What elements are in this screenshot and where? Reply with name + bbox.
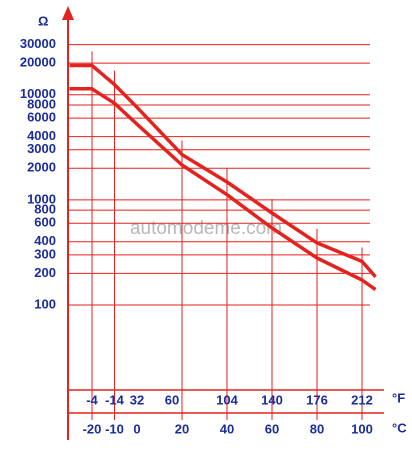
x-tick-label: 60	[265, 421, 279, 436]
x2-tick-label: 32	[130, 392, 144, 407]
y-tick-label: 800	[34, 202, 56, 217]
x2-tick-label: 176	[306, 392, 328, 407]
x2-tick-label: 140	[261, 392, 283, 407]
y-tick-label: 10000	[20, 86, 56, 101]
y-tick-label: 3000	[27, 141, 56, 156]
x-tick-label: 20	[175, 421, 189, 436]
x-tick-label: -20	[83, 421, 102, 436]
x2-tick-label: 104	[216, 392, 238, 407]
x-tick-label: 0	[133, 421, 140, 436]
y-tick-label: 200	[34, 265, 56, 280]
series-line	[69, 63, 377, 279]
y-tick-label: 300	[34, 246, 56, 261]
y-axis-arrow	[62, 6, 74, 20]
y-tick-label: 2000	[27, 160, 56, 175]
x2-tick-label: -4	[86, 392, 98, 407]
y-tick-label: 600	[34, 215, 56, 230]
y-tick-label: 100	[34, 296, 56, 311]
y-unit: Ω	[38, 13, 48, 28]
x-tick-label: 80	[310, 421, 324, 436]
y-tick-label: 4000	[27, 128, 56, 143]
series-line	[69, 87, 377, 292]
watermark: automodeme.com	[130, 218, 282, 239]
x-unit: °C	[392, 420, 407, 435]
x2-unit: °F	[392, 390, 405, 405]
x2-tick-label: 60	[165, 392, 179, 407]
x2-tick-label: 212	[351, 392, 373, 407]
x2-tick-label: -14	[105, 392, 125, 407]
y-tick-label: 6000	[27, 110, 56, 125]
x-tick-label: 40	[220, 421, 234, 436]
y-tick-label: 20000	[20, 55, 56, 70]
y-tick-label: 30000	[20, 36, 56, 51]
x-tick-label: 100	[351, 421, 373, 436]
y-tick-label: 1000	[27, 191, 56, 206]
x-tick-label: -10	[105, 421, 124, 436]
y-tick-label: 8000	[27, 96, 56, 111]
y-tick-label: 400	[34, 233, 56, 248]
